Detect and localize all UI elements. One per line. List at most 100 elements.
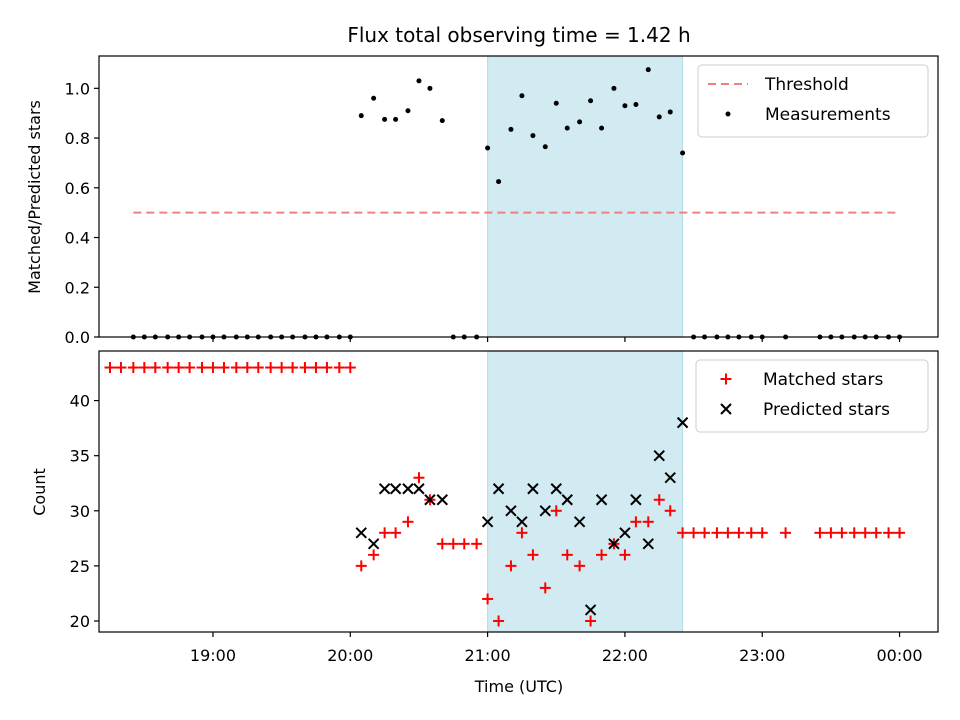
matched-stars-point (436, 538, 448, 550)
matched-stars-point (104, 362, 116, 374)
cross-b (402, 483, 414, 495)
cross-b (492, 483, 505, 495)
top-legend: Threshold Measurements (697, 64, 929, 138)
matched-stars-point (218, 362, 230, 374)
cross-b (720, 403, 732, 415)
matched-stars-point (848, 527, 860, 539)
predicted-stars-point (619, 527, 631, 539)
measurements-point (542, 144, 548, 150)
cross-b (595, 494, 608, 506)
measurements-point (382, 116, 388, 122)
cross-b (378, 483, 391, 495)
cross-b (424, 494, 436, 506)
measurements-point (496, 179, 502, 185)
matched-stars-point (596, 549, 608, 561)
measurements-point (358, 113, 364, 119)
predicted-stars-point (561, 494, 573, 506)
measurements-point (508, 126, 514, 132)
matched-stars-point (379, 527, 391, 539)
top-y-tick-label: 0.6 (65, 179, 90, 198)
chart-title: Flux total observing time = 1.42 h (347, 23, 690, 47)
matched-stars-point (138, 362, 150, 374)
matched-stars-point (780, 527, 792, 539)
matched-stars-point (664, 505, 676, 517)
matched-stars-point (688, 527, 700, 539)
measurements-point (393, 116, 399, 122)
matched-stars-point (711, 527, 723, 539)
matched-stars-point (733, 527, 745, 539)
cross-b (630, 494, 642, 506)
top-y-tick-label: 0.2 (65, 278, 90, 297)
predicted-stars-point (676, 416, 689, 429)
predicted-stars-point (664, 472, 676, 484)
matched-stars-point (413, 472, 425, 484)
measurements-point (439, 118, 445, 124)
legend-label: Measurements (765, 105, 891, 125)
predicted-stars-point (492, 483, 505, 495)
matched-stars-point (355, 560, 367, 572)
bottom-y-tick-label: 25 (70, 557, 90, 576)
matched-stars-point (653, 494, 665, 506)
cross-b (561, 494, 573, 506)
predicted-stars-point (550, 483, 562, 495)
legend-measurements-swatch (725, 111, 731, 117)
bottom-y-tick-label: 35 (70, 447, 90, 466)
matched-stars-point (241, 362, 253, 374)
matched-stars-point (482, 593, 494, 605)
matched-stars-point (642, 516, 654, 528)
legend-box (695, 359, 929, 433)
measurements-point (588, 98, 594, 104)
cross-b (355, 527, 367, 539)
matched-stars-point (630, 516, 642, 528)
cross-b (608, 538, 620, 550)
predicted-stars-point (389, 483, 402, 495)
matched-stars-point (276, 362, 288, 374)
measurements-point (645, 67, 651, 73)
cross-b (436, 494, 448, 506)
predicted-stars-point (481, 516, 494, 528)
bottom-y-tick-label: 20 (70, 612, 90, 631)
matched-stars-point (115, 362, 127, 374)
predicted-stars-point (378, 483, 391, 495)
measurements-point (371, 95, 377, 101)
predicted-stars-point (608, 538, 620, 550)
matched-stars-point (196, 362, 208, 374)
matched-stars-point (527, 549, 539, 561)
matched-stars-point (493, 615, 505, 627)
matched-stars-point (265, 362, 277, 374)
matched-stars-point (574, 560, 586, 572)
cross-b (642, 538, 654, 550)
matched-stars-point (722, 527, 734, 539)
predicted-stars-point (367, 538, 380, 550)
cross-b (653, 449, 665, 462)
measurements-point (599, 125, 605, 131)
top-y-tick-label: 1.0 (65, 79, 90, 98)
predicted-stars-point (539, 505, 551, 517)
cross-b (516, 516, 528, 528)
measurements-point (680, 150, 686, 156)
bottom-y-tick-label: 40 (70, 392, 90, 411)
x-tick-label: 00:00 (876, 646, 922, 665)
matched-stars-point (287, 362, 299, 374)
measurements-point (633, 101, 639, 107)
cross-b (527, 483, 539, 495)
measurements-point (577, 119, 583, 125)
top-axes-frame (98, 55, 939, 338)
bottom-panel: 20 25 30 35 40 19:00 20:00 21:00 22:00 23:00 00:00… (70, 350, 939, 665)
measurements-point (405, 108, 411, 114)
top-panel: 0.0 0.2 0.4 0.6 0.8 1.0 Threshold Measurements (65, 55, 939, 347)
measurements-point (611, 85, 617, 91)
x-tick-label: 21:00 (465, 646, 511, 665)
matched-stars-point (883, 527, 895, 539)
predicted-stars-point (642, 538, 654, 550)
cross-b (584, 604, 597, 616)
matched-stars-point (561, 549, 573, 561)
x-tick-label: 19:00 (190, 646, 236, 665)
matched-stars-point (184, 362, 196, 374)
matched-stars-point (162, 362, 174, 374)
predicted-stars-point (584, 604, 597, 616)
top-y-axis-label: Matched/Predicted stars (25, 100, 44, 294)
matched-stars-point (321, 362, 333, 374)
matched-stars-point (814, 527, 826, 539)
